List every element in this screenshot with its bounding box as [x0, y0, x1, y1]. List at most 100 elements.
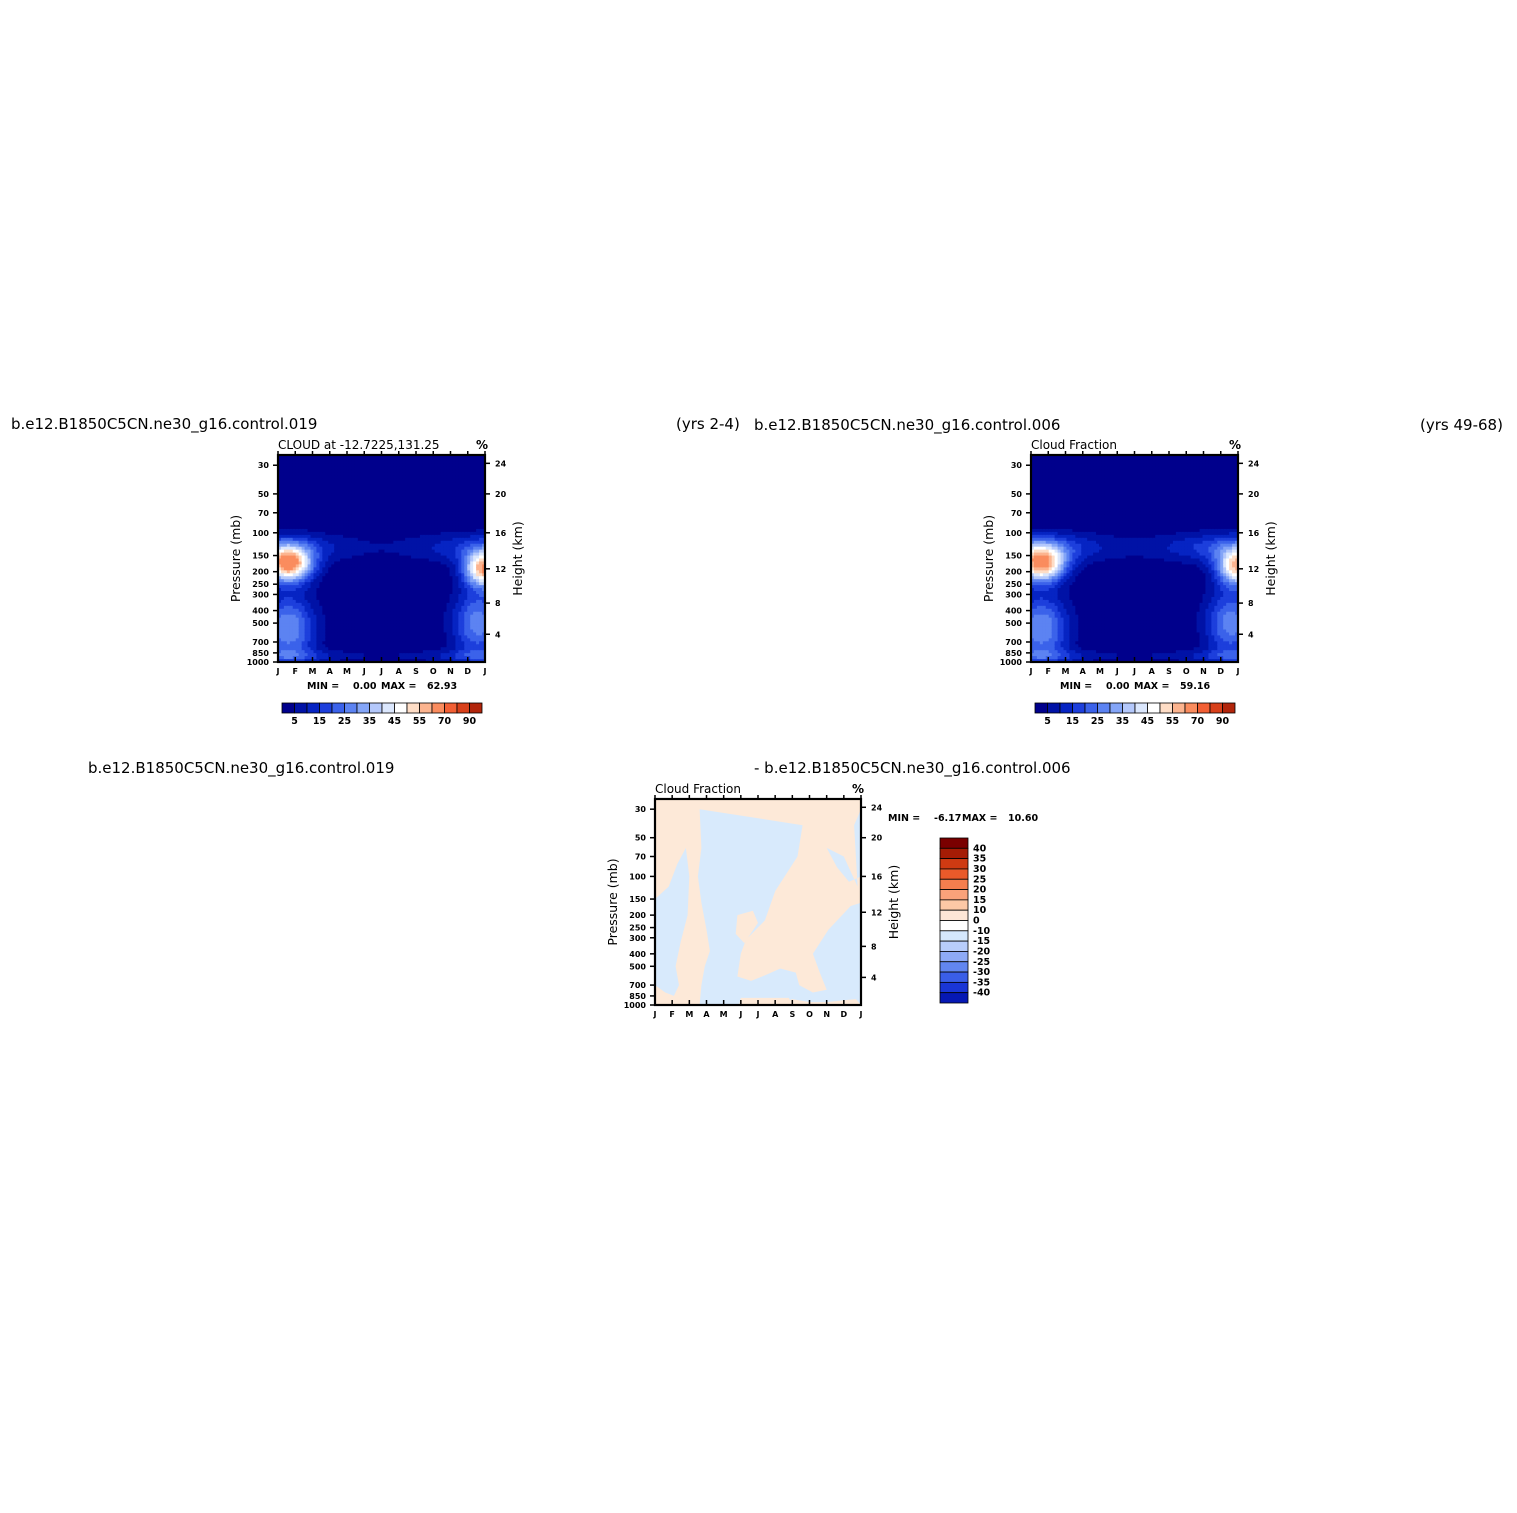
contour-cell — [289, 463, 294, 468]
contour-cell — [479, 570, 483, 574]
contour-cell — [378, 511, 383, 515]
contour-cell — [289, 508, 294, 512]
contour-cell — [458, 540, 462, 545]
contour-cell — [283, 552, 288, 557]
contour-cell — [375, 475, 380, 480]
contour-cell — [354, 508, 359, 512]
contour-cell — [416, 567, 421, 571]
contour-cell — [387, 549, 391, 554]
contour-cell — [304, 549, 309, 554]
contour-cell — [405, 573, 409, 577]
contour-cell — [301, 487, 306, 492]
contour-cell — [360, 555, 365, 560]
contour-cell — [411, 531, 415, 536]
contour-cell — [440, 611, 445, 616]
contour-cell — [381, 659, 386, 662]
contour-cell — [476, 570, 480, 574]
contour-cell — [346, 490, 350, 495]
contour-cell — [422, 564, 427, 568]
contour-cell — [366, 653, 371, 657]
contour-cell — [434, 608, 439, 613]
contour-cell — [278, 638, 282, 642]
contour-cell — [431, 617, 436, 622]
contour-cell — [346, 585, 350, 589]
contour-cell — [437, 505, 442, 509]
contour-cell — [416, 475, 421, 480]
contour-cell — [455, 523, 459, 527]
contour-cell — [372, 576, 377, 580]
contour-cell — [366, 493, 371, 497]
contour-cell — [470, 549, 474, 554]
contour-cell — [378, 591, 383, 595]
contour-cell — [331, 656, 335, 660]
contour-cell — [393, 593, 397, 598]
contour-cell — [348, 466, 353, 471]
contour-cell — [390, 481, 394, 486]
contour-cell — [331, 573, 335, 577]
contour-cell — [470, 499, 474, 503]
contour-cell — [425, 505, 430, 509]
contour-cell — [408, 478, 412, 483]
contour-cell — [461, 611, 465, 616]
contour-cell — [369, 484, 374, 489]
contour-cell — [434, 466, 439, 471]
contour-cell — [292, 523, 297, 527]
contour-cell — [440, 602, 445, 607]
contour-cell — [458, 656, 462, 660]
contour-cell — [414, 564, 418, 568]
contour-cell — [381, 605, 386, 610]
contour-cell — [416, 514, 421, 518]
contour-cell — [360, 602, 365, 607]
contour-cell — [476, 582, 480, 586]
contour-cell — [464, 502, 468, 506]
contour-cell — [461, 558, 465, 563]
contour-cell — [402, 596, 406, 601]
contour-cell — [346, 623, 350, 628]
contour-cell — [278, 659, 282, 662]
contour-cell — [419, 546, 424, 551]
contour-cell — [419, 626, 424, 631]
contour-cell — [402, 466, 406, 471]
contour-cell — [399, 564, 403, 568]
contour-cell — [482, 614, 485, 619]
contour-cell — [396, 502, 400, 506]
contour-cell — [446, 599, 451, 604]
contour-cell — [419, 528, 424, 533]
contour-cell — [304, 517, 309, 521]
contour-cell — [414, 523, 418, 527]
contour-cell — [428, 558, 433, 563]
contour-cell — [334, 573, 338, 577]
contour-cell — [357, 505, 362, 509]
contour-cell — [369, 593, 374, 598]
contour-cell — [325, 656, 329, 660]
contour-cell — [464, 555, 468, 560]
contour-cell — [428, 593, 433, 598]
contour-cell — [416, 478, 421, 483]
contour-cell — [461, 511, 465, 515]
contour-cell — [399, 481, 403, 486]
contour-cell — [470, 496, 474, 500]
contour-cell — [357, 528, 362, 533]
contour-cell — [381, 585, 386, 589]
contour-cell — [375, 460, 380, 465]
contour-cell — [458, 623, 462, 628]
contour-cell — [437, 543, 442, 548]
contour-cell — [372, 540, 377, 545]
contour-cell — [399, 585, 403, 589]
contour-cell — [307, 650, 312, 654]
contour-cell — [470, 525, 474, 530]
contour-cell — [289, 540, 294, 545]
contour-cell — [458, 475, 462, 480]
contour-cell — [278, 558, 282, 563]
contour-cell — [419, 455, 424, 459]
contour-cell — [316, 487, 320, 492]
contour-cell — [325, 511, 329, 515]
contour-cell — [292, 585, 297, 589]
contour-cell — [470, 487, 474, 492]
y-tick-label: 700 — [252, 638, 269, 647]
contour-cell — [310, 614, 315, 619]
contour-cell — [419, 555, 424, 560]
contour-cell — [443, 502, 448, 506]
contour-cell — [343, 629, 347, 634]
